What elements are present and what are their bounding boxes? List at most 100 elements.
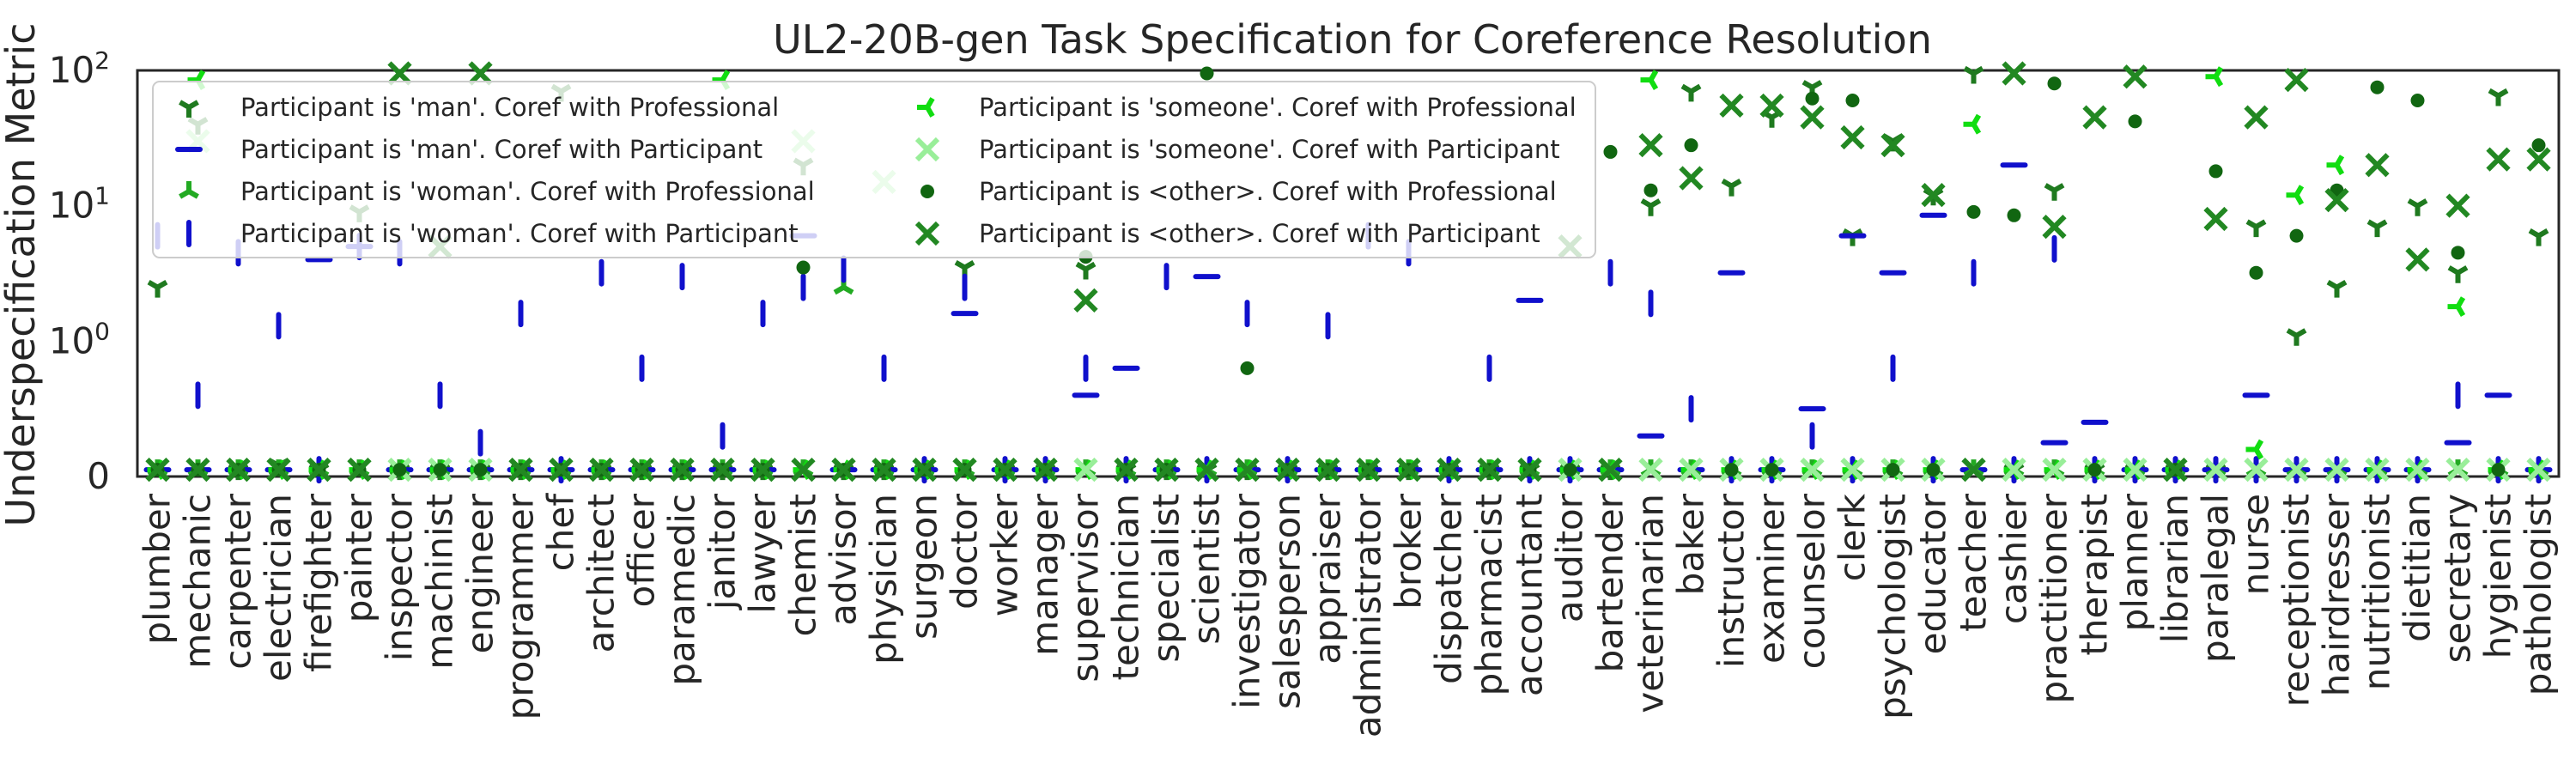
x-tick-label-investigator: investigator <box>1226 493 1268 709</box>
point-specialist-s7 <box>1154 457 1179 483</box>
x-tick-label-chef: chef <box>540 493 582 572</box>
x-tick-label-paralegal: paralegal <box>2195 494 2237 663</box>
point-veterinarian-s6 <box>1643 183 1658 197</box>
point-dispatcher-s7 <box>1437 457 1461 483</box>
x-tick-label-practitioner: practitioner <box>2033 493 2075 703</box>
x-tick-label-auditor: auditor <box>1549 493 1591 622</box>
x-tick-label-appraiser: appraiser <box>1307 493 1349 664</box>
x-tick-label-lawyer: lawyer <box>742 493 784 613</box>
legend-marker-participant-is-other-coref-with-professional <box>920 185 934 198</box>
point-scientist-s6 <box>1200 66 1214 81</box>
point-clerk-s5 <box>1840 457 1865 483</box>
x-tick-label-veterinarian: veterinarian <box>1630 494 1672 713</box>
point-baker-s7 <box>1679 166 1704 191</box>
point-counselor-s6 <box>1805 91 1820 106</box>
y-tick-label: 101 <box>49 182 110 227</box>
x-tick-label-pharmacist: pharmacist <box>1468 494 1510 695</box>
point-nutritionist-s6 <box>2370 80 2385 94</box>
point-teacher-s0 <box>1963 65 1984 84</box>
point-supervisor-s5 <box>1073 457 1098 483</box>
point-worker-s7 <box>993 457 1018 483</box>
point-paralegal-s6 <box>2208 164 2223 179</box>
point-supervisor-s0 <box>1075 261 1097 280</box>
point-clerk-s7 <box>1840 124 1865 150</box>
point-secretary-s0 <box>2447 265 2469 283</box>
x-tick-label-inspector: inspector <box>379 493 421 661</box>
point-chef-s7 <box>549 457 574 483</box>
point-engineer-s7 <box>468 61 493 86</box>
point-paramedic-s7 <box>670 457 695 483</box>
point-salesperson-s7 <box>1275 457 1300 483</box>
point-receptionist-s5 <box>2284 457 2309 483</box>
x-tick-label-dispatcher: dispatcher <box>1428 493 1470 684</box>
point-baker-s0 <box>1680 83 1702 102</box>
point-pharmacist-s7 <box>1477 457 1502 483</box>
point-hairdresser-s5 <box>2324 457 2349 483</box>
point-instructor-s0 <box>1721 179 1742 197</box>
x-tick-label-painter: painter <box>338 493 380 622</box>
legend-marker-participant-is-other-coref-with-participant <box>914 221 940 246</box>
x-tick-label-paramedic: paramedic <box>661 494 703 686</box>
y-tick-label: 100 <box>49 317 110 361</box>
x-tick-label-nurse: nurse <box>2235 494 2277 595</box>
x-tick-label-scientist: scientist <box>1186 494 1228 645</box>
legend-label: Participant is <other>. Coref with Parti… <box>979 219 1540 248</box>
point-nurse-s5 <box>2244 457 2269 483</box>
point-chemist-s6 <box>796 260 811 275</box>
point-pathologist-s7 <box>2526 147 2551 172</box>
point-paralegal-s4 <box>2205 66 2224 88</box>
legend-marker-participant-is-man-coref-with-professional <box>179 100 199 118</box>
point-teacher-s4 <box>1963 113 1982 135</box>
x-tick-label-chemist: chemist <box>782 494 824 636</box>
point-hygienist-s7 <box>2486 147 2511 172</box>
point-advisor-s7 <box>831 457 856 483</box>
point-administrator-s7 <box>1356 457 1381 483</box>
point-cashier-s5 <box>2002 457 2026 483</box>
point-engineer-s6 <box>473 463 488 477</box>
x-tick-label-physician: physician <box>863 494 905 665</box>
point-paralegal-s7 <box>2203 206 2228 232</box>
x-tick-label-teacher: teacher <box>1953 493 1995 632</box>
x-tick-label-mechanic: mechanic <box>177 494 219 669</box>
legend-label: Participant is 'someone'. Coref with Pro… <box>979 93 1577 122</box>
x-tick-label-dietitian: dietitian <box>2397 494 2439 642</box>
point-bartender-s7 <box>1598 457 1623 483</box>
point-receptionist-s0 <box>2286 328 2307 346</box>
legend-entry-participant-is-someone-coref-with-participant: Participant is 'someone'. Coref with Par… <box>914 135 1560 164</box>
point-physician-s7 <box>872 457 896 483</box>
point-veterinarian-s5 <box>1638 457 1663 483</box>
legend-entry-participant-is-other-coref-with-participant: Participant is <other>. Coref with Parti… <box>914 219 1540 248</box>
point-pathologist-s5 <box>2526 457 2551 483</box>
x-tick-label-machinist: machinist <box>419 494 461 670</box>
point-surgeon-s7 <box>912 457 937 483</box>
x-tick-label-baker: baker <box>1670 493 1712 595</box>
point-planner-s6 <box>2128 114 2142 129</box>
legend-entry-participant-is-woman-coref-with-participant: Participant is 'woman'. Coref with Parti… <box>186 219 799 248</box>
legend-label: Participant is <other>. Coref with Profe… <box>979 177 1557 206</box>
legend-label: Participant is 'man'. Coref with Profess… <box>240 93 779 122</box>
point-veterinarian-s0 <box>1640 198 1662 216</box>
point-pathologist-s0 <box>2528 228 2549 246</box>
x-tick-label-cashier: cashier <box>1993 493 2035 624</box>
x-tick-label-receptionist: receptionist <box>2275 494 2318 707</box>
point-practitioner-s0 <box>2044 183 2065 201</box>
point-manager-s7 <box>1033 457 1058 483</box>
x-tick-label-accountant: accountant <box>1509 494 1551 696</box>
point-secretary-s4 <box>2447 296 2466 317</box>
point-carpenter-s7 <box>226 457 251 483</box>
point-examiner-s6 <box>1765 463 1779 477</box>
x-tick-label-nutritionist: nutritionist <box>2356 494 2398 690</box>
point-baker-s6 <box>1684 138 1698 153</box>
point-hairdresser-s0 <box>2326 280 2348 298</box>
legend-entry-participant-is-someone-coref-with-professional: Participant is 'someone'. Coref with Pro… <box>917 93 1577 122</box>
x-tick-label-supervisor: supervisor <box>1065 493 1107 682</box>
x-tick-label-librarian: librarian <box>2154 494 2196 643</box>
point-nutritionist-s7 <box>2365 153 2390 178</box>
x-tick-label-hygienist: hygienist <box>2477 494 2519 659</box>
x-tick-label-programmer: programmer <box>500 493 542 719</box>
point-therapist-s7 <box>2082 105 2107 130</box>
point-janitor-s7 <box>710 457 735 483</box>
x-tick-label-technician: technician <box>1105 494 1147 680</box>
x-tick-label-therapist: therapist <box>2074 494 2116 656</box>
point-scientist-s7 <box>1194 457 1219 483</box>
